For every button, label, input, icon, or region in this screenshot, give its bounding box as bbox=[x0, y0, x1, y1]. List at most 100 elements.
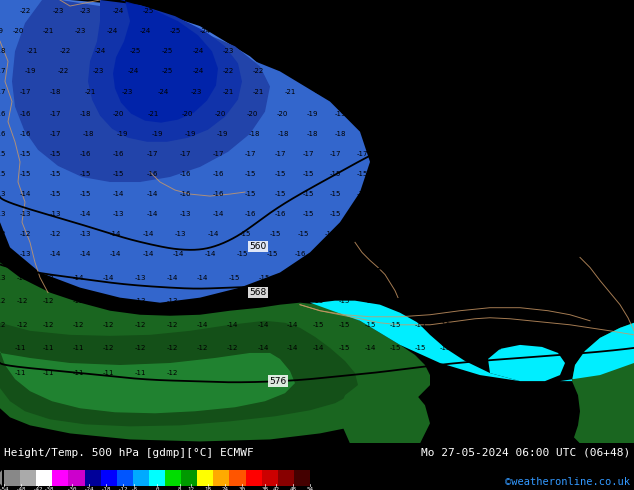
Text: -13: -13 bbox=[0, 191, 6, 197]
Text: -14: -14 bbox=[166, 274, 178, 281]
Text: -14: -14 bbox=[146, 191, 158, 197]
Bar bbox=[68, 470, 84, 486]
Text: -14: -14 bbox=[172, 251, 184, 257]
Text: -17: -17 bbox=[329, 151, 340, 157]
Text: -18: -18 bbox=[277, 131, 288, 137]
Text: -22: -22 bbox=[60, 49, 70, 54]
Text: -14: -14 bbox=[197, 274, 208, 281]
Text: 18: 18 bbox=[205, 487, 212, 490]
Text: -14: -14 bbox=[49, 251, 61, 257]
Text: -19: -19 bbox=[334, 111, 346, 117]
Text: -18: -18 bbox=[417, 111, 429, 117]
Text: -18: -18 bbox=[522, 28, 534, 34]
Text: -12: -12 bbox=[166, 322, 178, 328]
Text: -25: -25 bbox=[129, 49, 141, 54]
Text: -22: -22 bbox=[282, 69, 294, 74]
Text: -19: -19 bbox=[502, 69, 514, 74]
Text: -15: -15 bbox=[414, 274, 425, 281]
Text: -14: -14 bbox=[142, 231, 153, 237]
Text: -22: -22 bbox=[252, 69, 264, 74]
Text: -14: -14 bbox=[516, 322, 527, 328]
Text: -24: -24 bbox=[157, 89, 169, 95]
Bar bbox=[165, 470, 181, 486]
Text: -19: -19 bbox=[216, 131, 228, 137]
Text: -14: -14 bbox=[464, 345, 476, 351]
Text: -13: -13 bbox=[42, 274, 54, 281]
Text: -15: -15 bbox=[536, 151, 548, 157]
Text: -15: -15 bbox=[244, 191, 256, 197]
Text: -18: -18 bbox=[496, 8, 508, 14]
Text: -15: -15 bbox=[269, 231, 281, 237]
Text: -15: -15 bbox=[511, 211, 522, 217]
Text: -16: -16 bbox=[440, 131, 452, 137]
Text: -16: -16 bbox=[19, 131, 31, 137]
Text: 0: 0 bbox=[155, 487, 158, 490]
Text: -12: -12 bbox=[42, 322, 54, 328]
Text: -15: -15 bbox=[0, 151, 6, 157]
Text: -18: -18 bbox=[472, 28, 484, 34]
Text: Height/Temp. 500 hPa [gdmp][°C] ECMWF: Height/Temp. 500 hPa [gdmp][°C] ECMWF bbox=[4, 448, 254, 458]
Text: -22: -22 bbox=[257, 28, 269, 34]
Text: -16: -16 bbox=[516, 131, 527, 137]
Text: -13: -13 bbox=[134, 297, 146, 304]
Text: -14: -14 bbox=[516, 297, 527, 304]
Text: -17: -17 bbox=[582, 69, 594, 74]
Bar bbox=[149, 470, 165, 486]
Text: -18: -18 bbox=[82, 131, 94, 137]
Text: -17: -17 bbox=[581, 49, 593, 54]
Text: -18: -18 bbox=[521, 8, 533, 14]
Text: -25: -25 bbox=[162, 49, 172, 54]
Text: -13: -13 bbox=[112, 211, 124, 217]
Text: -19: -19 bbox=[477, 69, 489, 74]
Text: -22: -22 bbox=[20, 8, 30, 14]
Text: -18: -18 bbox=[570, 8, 582, 14]
Text: 12: 12 bbox=[188, 487, 195, 490]
Text: -12: -12 bbox=[49, 231, 61, 237]
Text: -14: -14 bbox=[287, 345, 298, 351]
Text: -14: -14 bbox=[79, 251, 91, 257]
Text: -15: -15 bbox=[228, 274, 240, 281]
Text: -22: -22 bbox=[57, 69, 68, 74]
Text: -16: -16 bbox=[414, 131, 426, 137]
Text: -18: -18 bbox=[497, 28, 508, 34]
Bar bbox=[245, 470, 262, 486]
Text: -11: -11 bbox=[42, 370, 54, 376]
Text: -12: -12 bbox=[197, 345, 208, 351]
Text: -21: -21 bbox=[394, 49, 406, 54]
Text: -15: -15 bbox=[258, 274, 269, 281]
Text: -16: -16 bbox=[212, 171, 224, 177]
Text: -21: -21 bbox=[84, 89, 96, 95]
Text: -15: -15 bbox=[79, 171, 91, 177]
Text: -11: -11 bbox=[14, 345, 26, 351]
Text: -15: -15 bbox=[562, 151, 574, 157]
Text: -16: -16 bbox=[321, 251, 333, 257]
Text: -17: -17 bbox=[585, 89, 596, 95]
Text: -15: -15 bbox=[414, 297, 425, 304]
Text: -14: -14 bbox=[102, 274, 113, 281]
Text: -24: -24 bbox=[139, 28, 151, 34]
Text: -11: -11 bbox=[102, 370, 113, 376]
Text: -12: -12 bbox=[134, 345, 146, 351]
Text: -18: -18 bbox=[79, 111, 91, 117]
Text: -15: -15 bbox=[287, 297, 298, 304]
Text: -14: -14 bbox=[204, 251, 216, 257]
Text: -15: -15 bbox=[19, 151, 30, 157]
Text: -15: -15 bbox=[462, 171, 473, 177]
Text: -14: -14 bbox=[490, 297, 501, 304]
Text: -16: -16 bbox=[179, 191, 191, 197]
Text: -15: -15 bbox=[382, 191, 394, 197]
Polygon shape bbox=[340, 381, 430, 443]
Text: -15: -15 bbox=[536, 171, 548, 177]
Text: -13: -13 bbox=[174, 231, 186, 237]
Text: -23: -23 bbox=[230, 28, 241, 34]
Text: -21: -21 bbox=[223, 89, 234, 95]
Text: -14: -14 bbox=[72, 274, 84, 281]
Text: -15: -15 bbox=[389, 274, 401, 281]
Text: -15: -15 bbox=[399, 251, 411, 257]
Text: -21: -21 bbox=[372, 8, 384, 14]
Text: -24: -24 bbox=[112, 8, 124, 14]
Text: -16: -16 bbox=[146, 171, 158, 177]
Text: -14: -14 bbox=[490, 274, 501, 281]
Text: -15: -15 bbox=[389, 322, 401, 328]
Text: -15: -15 bbox=[436, 211, 447, 217]
